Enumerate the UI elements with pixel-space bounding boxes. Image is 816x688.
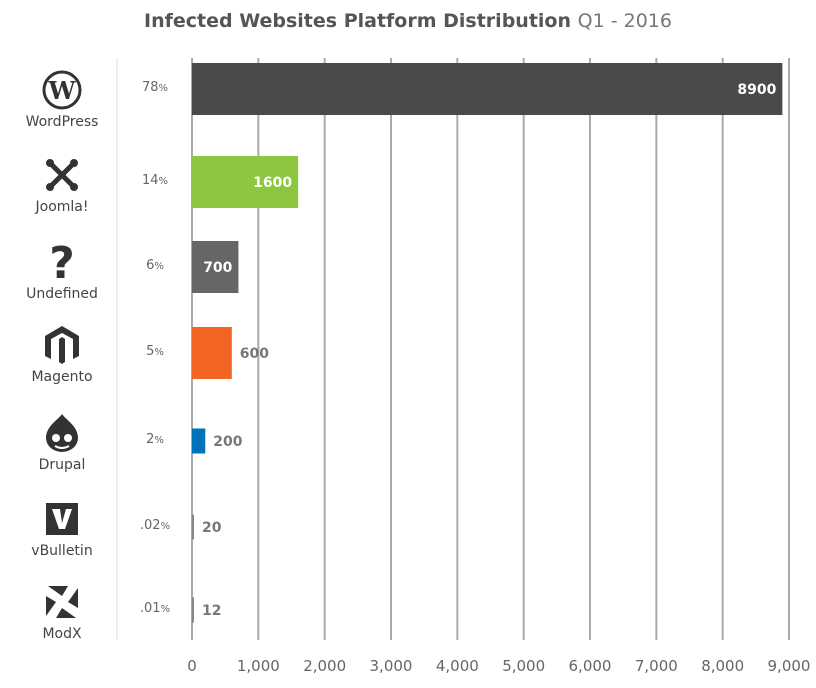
chart-title: Infected Websites Platform Distribution … xyxy=(0,10,816,32)
bar-value-label: 700 xyxy=(203,260,232,276)
bar-value-label: 600 xyxy=(240,346,269,362)
percent-sign: % xyxy=(158,83,169,94)
bar-value-label: 8900 xyxy=(737,82,776,98)
x-tick-label: 9,000 xyxy=(768,657,811,675)
bar xyxy=(192,514,194,540)
question-icon: ? xyxy=(10,240,114,284)
percent-label: 78% xyxy=(125,80,185,95)
percent-value: .01 xyxy=(139,601,161,616)
bar-value-label: 1600 xyxy=(253,175,292,191)
joomla-icon xyxy=(10,153,114,197)
percent-value: 78 xyxy=(141,80,159,95)
x-tick-label: 6,000 xyxy=(569,657,612,675)
percent-sign: % xyxy=(158,176,169,187)
platform-item: W WordPress xyxy=(10,68,114,130)
percent-label: .01% xyxy=(125,601,185,616)
bar xyxy=(192,63,783,115)
bar-value-label: 20 xyxy=(202,520,222,536)
x-tick-label: 7,000 xyxy=(635,657,678,675)
platform-label: ModX xyxy=(42,626,82,642)
percent-sign: % xyxy=(160,604,171,615)
percent-label: 14% xyxy=(125,173,185,188)
platform-item: Magento xyxy=(10,323,114,385)
percent-value: 6 xyxy=(146,258,155,273)
platform-label: WordPress xyxy=(25,114,99,130)
platform-label: Joomla! xyxy=(35,199,89,215)
svg-text:?: ? xyxy=(49,240,75,284)
percent-sign: % xyxy=(154,347,164,358)
platform-item: ModX xyxy=(10,580,114,642)
x-tick-label: 3,000 xyxy=(370,657,413,675)
title-sub: Q1 - 2016 xyxy=(577,10,672,32)
bar xyxy=(192,428,206,454)
bar-value-label: 12 xyxy=(202,603,221,619)
x-tick-label: 0 xyxy=(187,657,197,675)
percent-value: 2 xyxy=(146,432,155,447)
platform-label: Magento xyxy=(31,369,93,385)
percent-value: .02 xyxy=(139,518,161,533)
title-main: Infected Websites Platform Distribution xyxy=(144,10,571,32)
x-tick-label: 5,000 xyxy=(502,657,545,675)
x-tick-label: 4,000 xyxy=(436,657,479,675)
wordpress-icon: W xyxy=(10,68,114,112)
x-tick-label: 2,000 xyxy=(303,657,346,675)
percent-label: .02% xyxy=(125,518,185,533)
platform-item: ? Undefined xyxy=(10,240,114,302)
percent-value: 5 xyxy=(146,344,155,359)
percent-sign: % xyxy=(160,521,171,532)
bar xyxy=(192,597,194,623)
platform-label: Undefined xyxy=(26,286,98,302)
platform-item: vBulletin xyxy=(10,497,114,559)
platform-label: Drupal xyxy=(38,457,86,473)
bar-value-label: 200 xyxy=(213,434,242,450)
percent-value: 14 xyxy=(141,173,159,188)
x-tick-label: 8,000 xyxy=(701,657,744,675)
x-tick-label: 1,000 xyxy=(237,657,280,675)
percent-label: 2% xyxy=(125,432,185,447)
drupal-icon xyxy=(10,411,114,455)
platform-item: Drupal xyxy=(10,411,114,473)
bar xyxy=(192,327,232,379)
percent-label: 5% xyxy=(125,344,185,359)
modx-icon xyxy=(10,580,114,624)
bar xyxy=(192,241,239,293)
svg-text:W: W xyxy=(48,76,77,105)
bar xyxy=(192,156,299,208)
platform-label: vBulletin xyxy=(31,543,93,559)
vbulletin-icon xyxy=(10,497,114,541)
platform-item: Joomla! xyxy=(10,153,114,215)
percent-label: 6% xyxy=(125,258,185,273)
percent-sign: % xyxy=(154,261,164,272)
percent-sign: % xyxy=(154,435,164,446)
magento-icon xyxy=(10,323,114,367)
